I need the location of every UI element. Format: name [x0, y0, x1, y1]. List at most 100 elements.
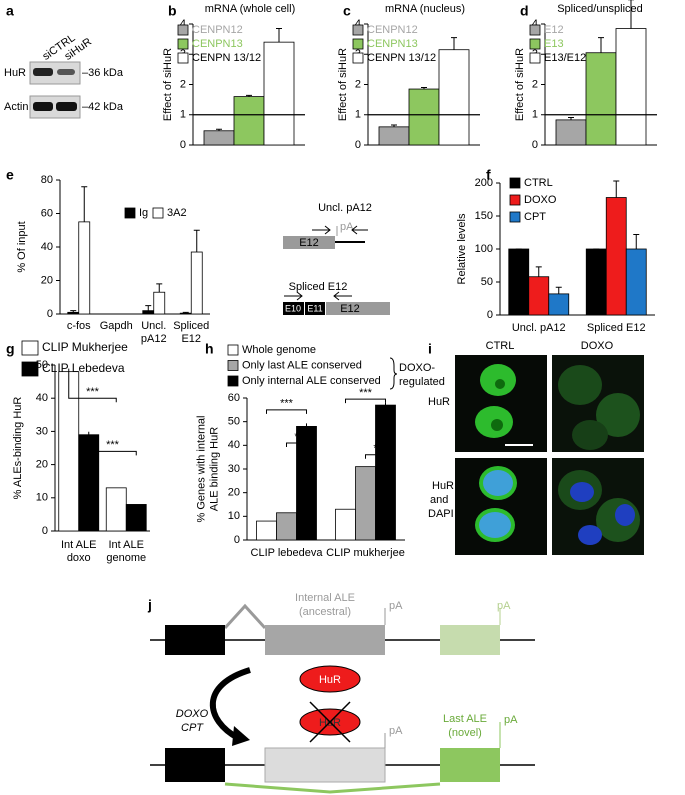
row-label: DAPI [428, 508, 454, 520]
band [33, 102, 53, 111]
legend-swatch [509, 194, 521, 206]
significance-bracket [286, 423, 307, 447]
cell [596, 393, 640, 437]
bar [153, 291, 166, 315]
primer [333, 291, 352, 301]
chart-title: Spliced/unspliced [557, 3, 643, 15]
bar [555, 119, 587, 146]
bar [548, 293, 570, 316]
panel-label: g [6, 341, 15, 357]
exon [264, 747, 386, 783]
legend-label: CENPN13 [192, 38, 243, 50]
treatment-label: CPT [181, 722, 204, 734]
y-tick-label: 20 [41, 274, 53, 286]
y-tick-label: 10 [36, 492, 48, 504]
bar [233, 96, 265, 146]
error-bar [70, 310, 77, 313]
exon [265, 625, 385, 655]
y-tick-label: 10 [228, 510, 240, 522]
y-tick-label: 30 [228, 463, 240, 475]
y-tick-label: 80 [41, 174, 53, 186]
x-tick-label: Int ALE [109, 539, 144, 551]
x-tick-label: c-fos [67, 320, 91, 332]
bar [408, 88, 440, 146]
error-bar [193, 229, 200, 253]
nucleolus [491, 419, 503, 431]
legend-label: CENPN12 [192, 24, 243, 36]
bar [263, 41, 295, 146]
bar [605, 197, 627, 316]
legend-swatch [227, 375, 239, 387]
y-axis-label: Effect of siHuR [337, 48, 349, 121]
row-label: HuR [432, 480, 454, 492]
legend-swatch [227, 360, 239, 371]
legend-label: CENPN 13/12 [367, 52, 436, 64]
y-tick-label: 50 [228, 416, 240, 428]
y-axis-label: Effect of siHuR [514, 48, 526, 121]
significance-label: *** [86, 386, 100, 398]
y-tick-label: 1 [532, 109, 538, 121]
error-bar [276, 28, 282, 43]
y-tick-label: 0 [180, 139, 186, 151]
x-tick-label: doxo [67, 552, 91, 564]
row-label: HuR [4, 67, 26, 79]
arrow [209, 667, 251, 741]
error-bar [451, 37, 457, 50]
y-tick-label: 40 [41, 241, 53, 253]
legend-label: CLIP Mukherjee [42, 340, 128, 354]
nucleus [578, 525, 602, 545]
diagram-title: Uncl. pA12 [318, 202, 372, 214]
legend-label: E13 [544, 38, 564, 50]
legend-swatch [529, 52, 541, 64]
exon [165, 625, 225, 655]
bar [508, 248, 530, 316]
primer [284, 291, 303, 301]
row-label: and [430, 494, 448, 506]
y-tick-label: 40 [36, 392, 48, 404]
legend-label: CENPN13 [367, 38, 418, 50]
legend-label: E12 [544, 24, 564, 36]
legend-swatch [509, 211, 521, 223]
exon [283, 302, 304, 315]
x-tick-label: genome [106, 552, 146, 564]
legend-label: Ig [139, 207, 148, 219]
y-tick-label: 1 [180, 109, 186, 121]
y-tick-label: 0 [47, 308, 53, 320]
bar [203, 130, 235, 146]
marker-label: –42 kDa [82, 101, 124, 113]
y-tick-label: 0 [532, 139, 538, 151]
error-bar [628, 0, 634, 29]
bar [125, 504, 147, 532]
bar [438, 49, 470, 146]
legend-label: CLIP Lebedeva [42, 361, 125, 375]
y-tick-label: 30 [36, 425, 48, 437]
y-tick-label: 1 [355, 109, 361, 121]
y-tick-label: 0 [487, 309, 493, 321]
row-label: Actin [4, 101, 28, 113]
error-bar [598, 37, 604, 53]
treatment-label: DOXO [176, 708, 209, 720]
bar [585, 52, 617, 146]
panel-label: h [205, 341, 214, 357]
y-axis-label: % Genes with internal [195, 416, 207, 523]
exon-label: E12 [340, 303, 360, 315]
error-bar [535, 266, 542, 277]
y-tick-label: 4 [532, 18, 538, 30]
exon [305, 302, 325, 315]
nucleus [615, 504, 635, 526]
chart-title: mRNA (nucleus) [385, 3, 465, 15]
y-axis-label: % ALEs-binding HuR [12, 397, 24, 500]
significance-label: *** [359, 387, 373, 399]
cell [572, 420, 608, 450]
exon-label: (novel) [448, 727, 482, 739]
panel-label: b [168, 3, 177, 19]
error-bar [613, 180, 620, 198]
x-tick-label: CLIP lebedeva [251, 547, 324, 559]
y-tick-label: 2 [355, 78, 361, 90]
legend-swatch [509, 177, 521, 189]
panel-label: c [343, 3, 351, 19]
legend-label: CTRL [524, 177, 553, 189]
panel-label: d [520, 3, 529, 19]
nucleus [479, 512, 511, 538]
